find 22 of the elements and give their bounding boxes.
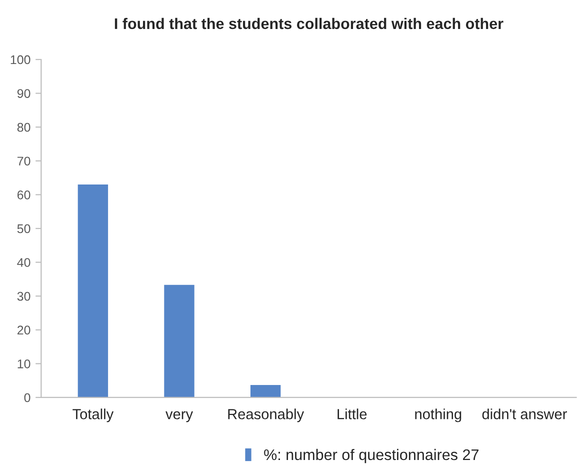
chart-title: I found that the students collaborated with each other — [114, 18, 504, 30]
y-tick-label: 0 — [24, 393, 30, 402]
y-tick-label: 60 — [17, 190, 30, 200]
y-tick-label: 50 — [17, 224, 30, 234]
y-tick-label: 30 — [17, 292, 30, 301]
x-tick-label: nothing — [415, 408, 462, 422]
x-tick-label: didn't answer — [482, 408, 567, 420]
y-tick-label: 80 — [17, 122, 30, 132]
y-tick-label: 90 — [17, 89, 30, 98]
x-tick-label: very — [166, 411, 193, 422]
x-tick-label: Little — [338, 408, 367, 420]
bar — [78, 184, 108, 398]
legend-label: %: number of questionnaires 27 — [264, 448, 478, 464]
y-tick-label: 10 — [18, 359, 30, 368]
bar — [250, 384, 281, 398]
y-tick-label: 70 — [17, 156, 30, 166]
y-tick-label: 20 — [17, 326, 30, 335]
y-tick-label: 40 — [17, 258, 30, 267]
bar — [164, 284, 194, 398]
x-tick-label: Totally — [72, 408, 114, 422]
y-tick-label: 100 — [10, 55, 30, 64]
x-tick-label: Reasonably — [228, 408, 304, 422]
